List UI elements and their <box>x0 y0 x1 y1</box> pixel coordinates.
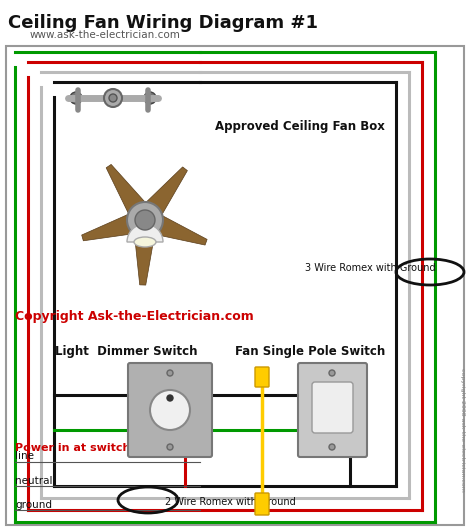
Circle shape <box>167 370 173 376</box>
FancyBboxPatch shape <box>128 363 212 457</box>
Circle shape <box>104 89 122 107</box>
Polygon shape <box>135 235 155 285</box>
Text: 3 Wire Romex with Ground: 3 Wire Romex with Ground <box>305 263 436 273</box>
Polygon shape <box>106 164 145 213</box>
Text: line: line <box>15 451 34 461</box>
FancyBboxPatch shape <box>255 367 269 387</box>
Polygon shape <box>155 216 207 245</box>
Circle shape <box>127 202 163 238</box>
Circle shape <box>167 444 173 450</box>
Text: www.ask-the-electrician.com: www.ask-the-electrician.com <box>30 30 181 40</box>
Text: Copyright Ask-the-Electrician.com: Copyright Ask-the-Electrician.com <box>15 310 254 323</box>
Text: Power in at switch box:: Power in at switch box: <box>15 443 161 453</box>
Text: Fan Single Pole Switch: Fan Single Pole Switch <box>235 345 385 358</box>
Circle shape <box>329 370 335 376</box>
FancyBboxPatch shape <box>255 493 269 515</box>
Wedge shape <box>127 224 163 242</box>
Text: 2 Wire Romex with Ground: 2 Wire Romex with Ground <box>165 497 296 507</box>
Circle shape <box>135 210 155 230</box>
Circle shape <box>109 94 117 102</box>
Circle shape <box>70 92 82 104</box>
Text: Ceiling Fan Wiring Diagram #1: Ceiling Fan Wiring Diagram #1 <box>8 14 318 32</box>
Text: Approved Ceiling Fan Box: Approved Ceiling Fan Box <box>215 120 385 133</box>
Text: copyright 2008 ask-the-electrician.com: copyright 2008 ask-the-electrician.com <box>461 368 465 492</box>
Polygon shape <box>82 214 133 241</box>
Text: Light  Dimmer Switch: Light Dimmer Switch <box>55 345 198 358</box>
Circle shape <box>329 444 335 450</box>
Polygon shape <box>146 167 187 214</box>
Circle shape <box>150 390 190 430</box>
FancyBboxPatch shape <box>298 363 367 457</box>
FancyBboxPatch shape <box>312 382 353 433</box>
Ellipse shape <box>134 237 156 247</box>
Circle shape <box>167 395 173 401</box>
Text: ground: ground <box>15 500 52 510</box>
Circle shape <box>144 92 156 104</box>
Text: neutral: neutral <box>15 476 53 486</box>
